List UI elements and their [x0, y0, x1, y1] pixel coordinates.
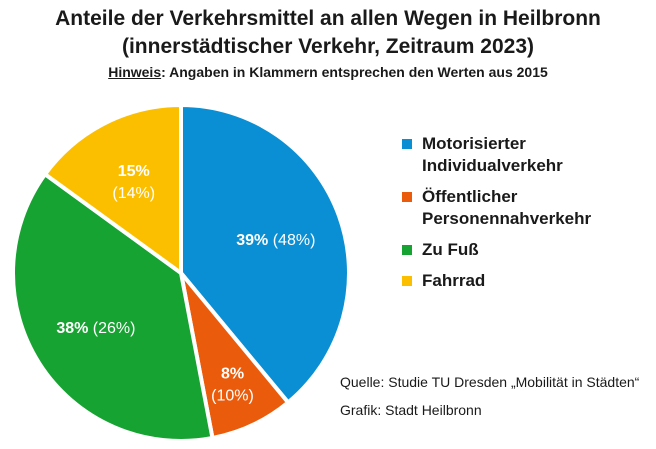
data-label-miv: 39% (48%): [236, 232, 315, 249]
data-label-2023-oepnv: 8%: [221, 365, 244, 382]
legend-swatch-miv: [402, 139, 412, 149]
legend-label-oepnv-line2: Personennahverkehr: [422, 209, 592, 228]
legend-label-fuss: Zu Fuß: [422, 240, 479, 259]
legend-swatch-fahrrad: [402, 276, 412, 286]
note-label: Hinweis: [108, 64, 162, 80]
legend-item-fahrrad: Fahrrad: [402, 270, 591, 292]
chart-note: Hinweis: Angaben in Klammern entsprechen…: [0, 64, 656, 80]
data-label-2015-fahrrad: (14%): [112, 185, 155, 202]
legend-item-fuss: Zu Fuß: [402, 239, 591, 261]
legend-swatch-fuss: [402, 245, 412, 255]
legend-label-miv-line1: Motorisierter: [422, 134, 526, 153]
data-label-2015-oepnv: (10%): [211, 387, 254, 404]
legend-label-oepnv-line1: Öffentlicher: [422, 187, 518, 206]
graphic-credit: Grafik: Stadt Heilbronn: [340, 402, 482, 418]
data-label-2015-fuss: (26%): [88, 320, 135, 337]
data-label-2023-fuss: 38%: [56, 320, 88, 337]
note-text: : Angaben in Klammern entsprechen den We…: [161, 64, 548, 80]
data-label-fuss: 38% (26%): [56, 320, 135, 337]
legend-item-miv: Motorisierter Individualverkehr: [402, 133, 591, 177]
legend: Motorisierter Individualverkehr Öffentli…: [402, 133, 591, 301]
chart-title-line-1: Anteile der Verkehrsmittel an allen Wege…: [55, 7, 601, 30]
legend-swatch-oepnv: [402, 192, 412, 202]
chart-title-line-2: (innerstädtischer Verkehr, Zeitraum 2023…: [121, 35, 534, 58]
pie-slice-fuss: [11, 172, 215, 443]
data-label-2015-miv: (48%): [268, 232, 315, 249]
legend-label-miv-line2: Individualverkehr: [422, 156, 563, 175]
source-note: Quelle: Studie TU Dresden „Mobilität in …: [340, 374, 640, 390]
data-label-2023-fahrrad: 15%: [118, 163, 150, 180]
legend-item-oepnv: Öffentlicher Personennahverkehr: [402, 186, 591, 230]
data-label-2023-miv: 39%: [236, 232, 268, 249]
pie-slice-fahrrad: [43, 103, 183, 275]
legend-label-fahrrad: Fahrrad: [422, 271, 486, 290]
pie-slice-miv: [179, 103, 351, 405]
